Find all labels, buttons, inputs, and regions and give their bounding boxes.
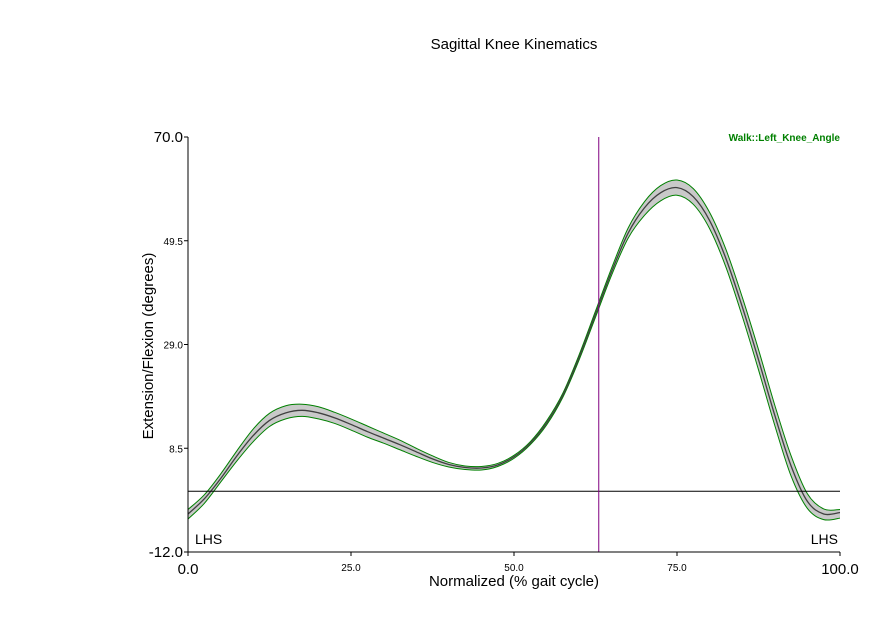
- x-tick-group: 0.0 25.0 50.0 75.0 100.0: [178, 552, 859, 578]
- y-axis-label: Extension/Flexion (degrees): [140, 253, 157, 440]
- legend-entry: Walk::Left_Knee_Angle: [729, 133, 841, 144]
- x-tick-label: 0.0: [178, 561, 199, 578]
- chart-title: Sagittal Knee Kinematics: [431, 36, 598, 53]
- y-tick-label: 49.5: [164, 237, 184, 248]
- x-tick-label: 100.0: [821, 561, 859, 578]
- series-upper-line: [187, 179, 841, 511]
- series-mean-line: [187, 186, 841, 516]
- event-label-lhs: LHS: [811, 531, 838, 547]
- y-tick-label: 8.5: [169, 444, 183, 455]
- y-tick-label: 70.0: [154, 129, 183, 146]
- x-tick-label: 50.0: [504, 563, 524, 574]
- y-tick-label: 29.0: [164, 341, 184, 352]
- x-tick-label: 75.0: [667, 563, 687, 574]
- sd-band-layer: [188, 179, 840, 521]
- event-label-lhs: LHS: [195, 531, 222, 547]
- series-line-layer: [187, 179, 841, 521]
- x-tick-label: 25.0: [341, 563, 361, 574]
- series-lower-line: [187, 194, 841, 521]
- event-label-group: LHS LHS: [195, 531, 838, 547]
- x-axis-label: Normalized (% gait cycle): [429, 573, 599, 590]
- sd-band: [188, 179, 840, 521]
- y-tick-label: -12.0: [149, 544, 183, 561]
- y-tick-group: 70.0 49.5 29.0 8.5 -12.0: [149, 129, 188, 561]
